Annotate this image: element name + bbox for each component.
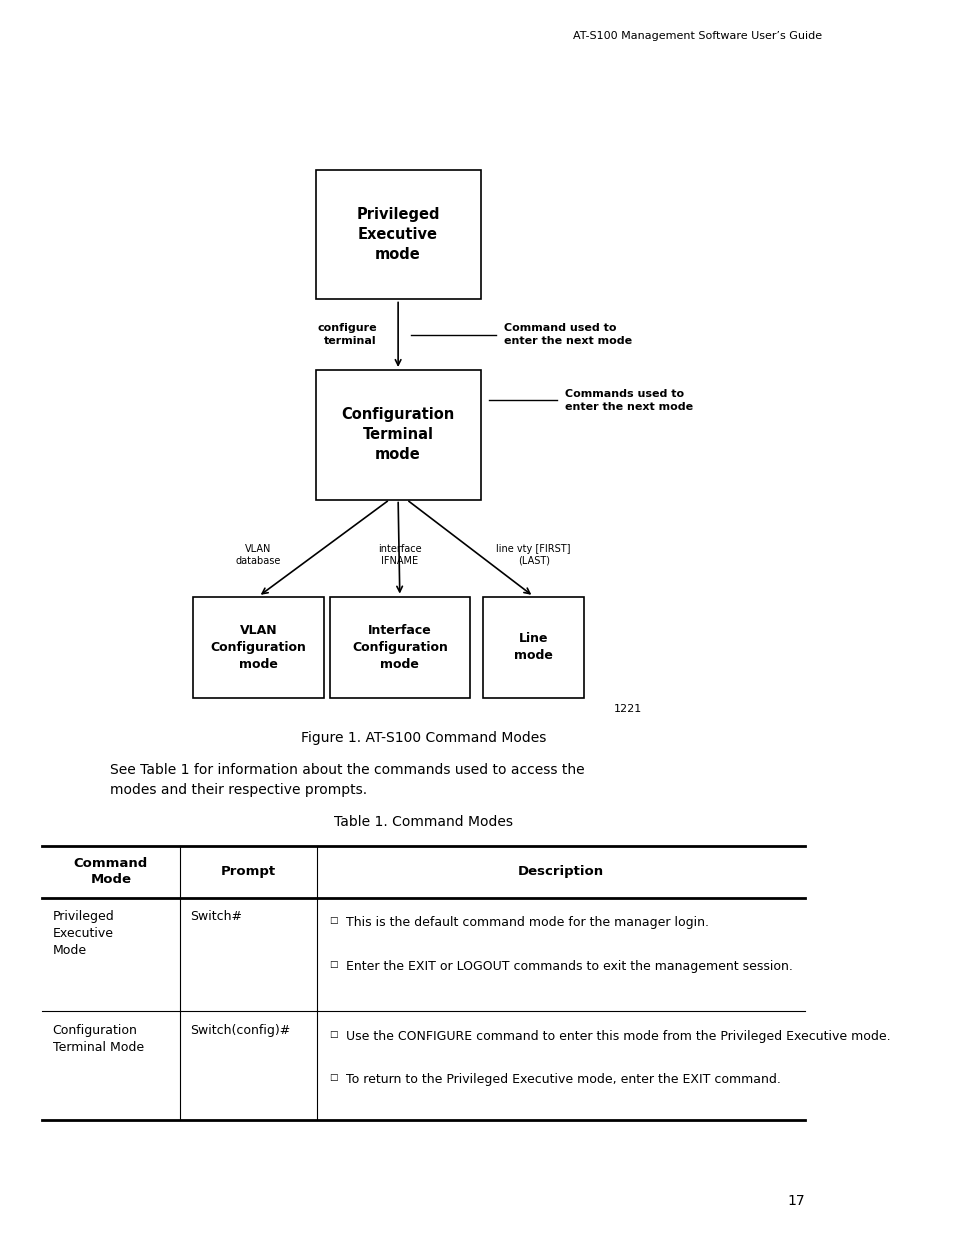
Text: Switch#: Switch#: [190, 910, 241, 924]
Text: □: □: [329, 916, 336, 925]
Text: See Table 1 for information about the commands used to access the
modes and thei: See Table 1 for information about the co…: [110, 763, 584, 797]
Text: 17: 17: [786, 1194, 804, 1208]
Text: Interface
Configuration
mode: Interface Configuration mode: [352, 624, 447, 671]
FancyBboxPatch shape: [193, 597, 324, 698]
Text: Figure 1. AT-S100 Command Modes: Figure 1. AT-S100 Command Modes: [300, 731, 546, 745]
Text: Configuration
Terminal
mode: Configuration Terminal mode: [341, 408, 455, 462]
FancyBboxPatch shape: [315, 170, 480, 300]
Text: Switch(config)#: Switch(config)#: [190, 1024, 290, 1037]
FancyBboxPatch shape: [330, 597, 469, 698]
Text: Command
Mode: Command Mode: [73, 857, 148, 887]
Text: □: □: [329, 1073, 336, 1082]
Text: Prompt: Prompt: [220, 866, 275, 878]
Text: Enter the EXIT or LOGOUT commands to exit the management session.: Enter the EXIT or LOGOUT commands to exi…: [345, 960, 792, 973]
Text: VLAN
Configuration
mode: VLAN Configuration mode: [211, 624, 306, 671]
Text: interface
IFNAME: interface IFNAME: [377, 545, 421, 566]
Text: Commands used to
enter the next mode: Commands used to enter the next mode: [565, 389, 693, 411]
Text: 1221: 1221: [614, 704, 641, 714]
Text: line vty [FIRST]
(LAST): line vty [FIRST] (LAST): [496, 545, 570, 566]
Text: configure
terminal: configure terminal: [317, 324, 376, 346]
Text: Command used to
enter the next mode: Command used to enter the next mode: [503, 324, 632, 346]
Text: □: □: [329, 1030, 336, 1039]
Text: Privileged
Executive
Mode: Privileged Executive Mode: [52, 910, 114, 957]
Text: AT-S100 Management Software User’s Guide: AT-S100 Management Software User’s Guide: [572, 31, 821, 41]
Text: Use the CONFIGURE command to enter this mode from the Privileged Executive mode.: Use the CONFIGURE command to enter this …: [345, 1030, 889, 1044]
Text: VLAN
database: VLAN database: [235, 545, 281, 566]
FancyBboxPatch shape: [482, 597, 584, 698]
Text: Table 1. Command Modes: Table 1. Command Modes: [334, 815, 513, 829]
Text: Configuration
Terminal Mode: Configuration Terminal Mode: [52, 1024, 144, 1053]
Text: Line
mode: Line mode: [514, 632, 553, 662]
Text: To return to the Privileged Executive mode, enter the EXIT command.: To return to the Privileged Executive mo…: [345, 1073, 780, 1087]
Text: This is the default command mode for the manager login.: This is the default command mode for the…: [345, 916, 708, 930]
Text: □: □: [329, 960, 336, 968]
FancyBboxPatch shape: [315, 370, 480, 500]
Text: Privileged
Executive
mode: Privileged Executive mode: [356, 207, 439, 262]
Text: Description: Description: [517, 866, 603, 878]
